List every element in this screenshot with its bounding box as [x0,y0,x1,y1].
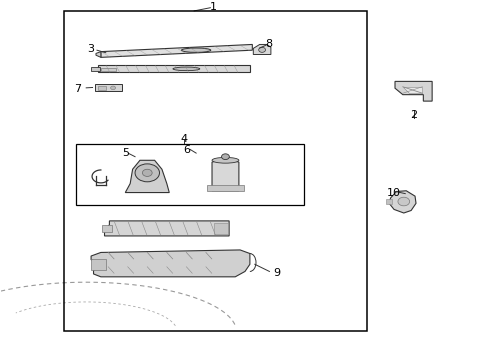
Bar [101,68,116,71]
Polygon shape [91,250,250,277]
Circle shape [143,169,152,176]
Text: 7: 7 [74,84,81,94]
Polygon shape [403,87,422,93]
Polygon shape [104,221,229,236]
Circle shape [135,164,159,182]
Polygon shape [389,191,416,213]
Bar [102,225,112,232]
Bar [207,185,244,191]
Polygon shape [395,81,432,101]
Circle shape [111,86,116,90]
Ellipse shape [181,48,211,52]
Polygon shape [212,158,239,191]
Text: 10: 10 [387,188,401,198]
Text: 2: 2 [410,111,417,121]
Ellipse shape [173,67,200,71]
Polygon shape [98,65,250,72]
Bar [215,223,228,234]
Polygon shape [96,51,101,57]
Circle shape [221,154,229,159]
Polygon shape [125,160,169,193]
Text: 5: 5 [122,148,129,158]
Text: 4: 4 [180,134,188,144]
Text: 8: 8 [265,40,272,49]
Text: 1: 1 [210,2,217,12]
Text: 3: 3 [88,44,95,54]
Bar [76,144,304,205]
Circle shape [398,197,410,206]
Text: 6: 6 [183,144,190,154]
Polygon shape [253,44,271,54]
Bar [386,199,392,204]
Text: 9: 9 [273,268,280,278]
Bar [91,67,100,71]
Ellipse shape [212,157,239,163]
Bar [95,84,122,91]
Polygon shape [101,44,252,57]
Circle shape [259,47,266,52]
Bar [64,12,367,330]
Bar [98,86,106,90]
Bar [91,259,106,270]
